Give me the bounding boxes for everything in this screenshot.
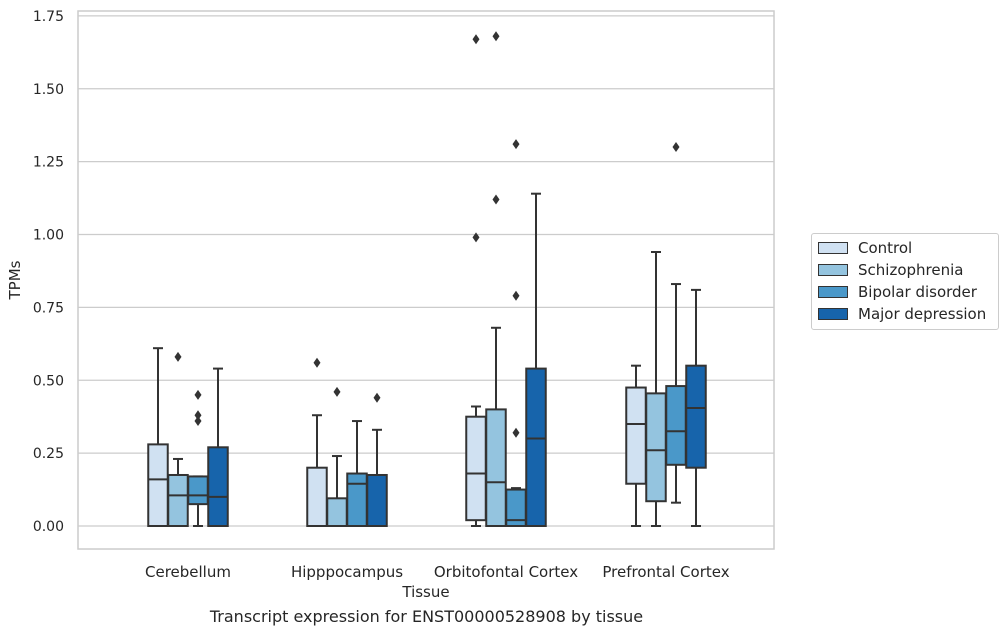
y-tick-label: 0.25 (33, 446, 64, 462)
y-tick-label: 0.50 (33, 373, 64, 389)
outlier-point (194, 410, 202, 421)
box-group (167, 351, 189, 527)
outlier-point (492, 194, 500, 205)
box-group (306, 357, 328, 528)
legend: Control Schizophrenia Bipolar disorder M… (811, 233, 999, 330)
box-iqr (665, 385, 687, 466)
x-axis-label: Tissue (401, 583, 449, 601)
x-tick-label: Cerebellum (145, 563, 231, 581)
legend-label: Schizophrenia (858, 261, 964, 279)
box-iqr (306, 466, 328, 528)
legend-swatch (818, 286, 848, 298)
outlier-point (174, 351, 182, 362)
box-group (625, 364, 647, 527)
box-group (645, 250, 667, 527)
box-group (665, 142, 687, 504)
plot-frame (77, 10, 775, 550)
y-tick-label: 1.50 (33, 82, 64, 98)
box-group (465, 34, 487, 527)
legend-item-major-depression: Major depression (818, 304, 986, 324)
y-tick-label: 1.75 (33, 9, 64, 25)
outlier-point (512, 139, 520, 150)
legend-label: Control (858, 239, 913, 257)
outlier-point (194, 389, 202, 400)
outlier-point (512, 290, 520, 301)
box-iqr (167, 473, 189, 527)
box-group (207, 367, 229, 528)
box-group (685, 288, 707, 527)
legend-swatch (818, 308, 848, 320)
outlier-point (492, 31, 500, 42)
outlier-point (194, 416, 202, 427)
box-iqr (147, 443, 169, 528)
legend-label: Major depression (858, 305, 987, 323)
x-tick-label: Prefrontal Cortex (602, 563, 729, 581)
box-group (525, 192, 547, 527)
y-tick-label: 1.00 (33, 228, 64, 244)
box-iqr (525, 367, 547, 527)
box-group (187, 389, 209, 527)
legend-item-schizophrenia: Schizophrenia (818, 260, 963, 280)
legend-swatch (818, 264, 848, 276)
legend-swatch (818, 242, 848, 254)
outlier-point (313, 357, 321, 368)
outlier-point (472, 232, 480, 243)
gridlines (78, 15, 774, 527)
box-group (485, 31, 507, 527)
box-iqr (346, 472, 368, 527)
legend-label: Bipolar disorder (858, 283, 977, 301)
y-tick-label: 1.25 (33, 155, 64, 171)
legend-item-control: Control (818, 238, 912, 258)
box-iqr (187, 475, 209, 506)
box-iqr (685, 364, 707, 469)
x-tick-label: Hipppocampus (291, 563, 403, 581)
outlier-point (512, 427, 520, 438)
box-iqr (326, 497, 348, 527)
y-axis-label: TPMs (6, 260, 24, 300)
box-iqr (207, 446, 229, 528)
box-iqr (366, 473, 388, 527)
box-iqr (625, 386, 647, 485)
chart-caption: Transcript expression for ENST0000052890… (209, 607, 644, 626)
box-series (147, 31, 707, 528)
box-group (346, 420, 368, 527)
box-group (326, 386, 348, 527)
box-group (505, 139, 527, 527)
box-iqr (465, 415, 487, 522)
box-iqr (485, 408, 507, 527)
y-tick-labels: 0.00 0.25 0.50 0.75 1.00 1.25 1.50 1.75 (33, 9, 64, 535)
x-tick-label: Orbitofontal Cortex (434, 563, 578, 581)
outlier-point (333, 386, 341, 397)
outlier-point (373, 392, 381, 403)
y-tick-label: 0.75 (33, 300, 64, 316)
outlier-point (472, 34, 480, 45)
box-iqr (645, 392, 667, 503)
x-tick-labels: Cerebellum Hipppocampus Orbitofontal Corte… (145, 563, 730, 581)
y-tick-label: 0.00 (33, 519, 64, 535)
outlier-point (672, 142, 680, 153)
legend-item-bipolar-disorder: Bipolar disorder (818, 282, 977, 302)
box-group (366, 392, 388, 527)
box-group (147, 347, 169, 528)
